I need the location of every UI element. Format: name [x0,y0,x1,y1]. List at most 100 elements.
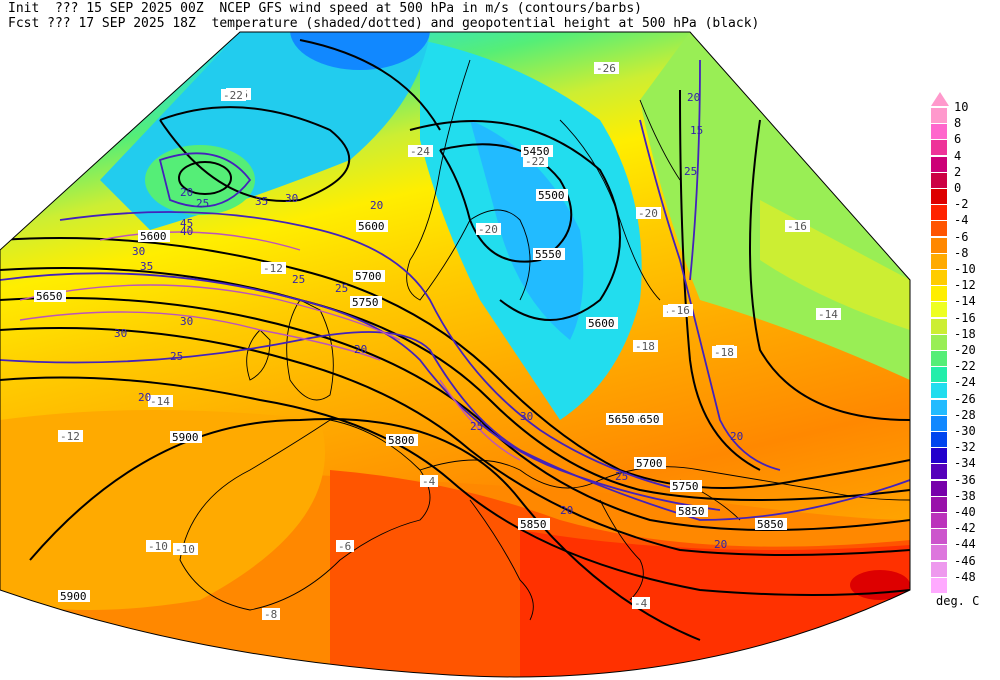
legend-swatch [931,124,947,140]
legend-label: -26 [954,391,976,406]
svg-text:-24: -24 [410,145,430,158]
svg-text:5900: 5900 [172,431,199,444]
height-label: 5900 [58,590,90,603]
legend-label: 6 [954,132,962,147]
wind-label: 25 [335,282,348,295]
svg-text:20: 20 [354,343,367,356]
temp-label: -4 [420,475,438,488]
legend-swatch [931,108,947,123]
legend-label: 10 [954,100,969,114]
wind-label: 35 [140,260,153,273]
temp-label: -16 [668,304,693,317]
header-line-1: Init ??? 15 SEP 2025 00Z NCEP GFS wind s… [8,1,642,16]
temp-zone-levant [850,570,910,600]
wind-label: 20 [370,199,383,212]
temp-label: -14 [148,395,173,408]
temp-label: -18 [633,340,658,353]
temp-label: -20 [636,207,661,220]
height-label: 5500 [536,189,568,202]
legend-swatch [931,189,947,204]
color-legend: 10 8 6 4 2 0 -2 -4 -6 -8 -10 -12 -14 -16 -18 -20 -22 -24-… [928,92,1000,614]
svg-text:30: 30 [285,192,298,205]
svg-text:5500: 5500 [538,189,565,202]
temp-label: -12 [261,262,286,275]
temp-zone-west [0,410,325,610]
svg-text:25: 25 [335,282,348,295]
legend-swatch [931,237,947,253]
legend-swatch [931,270,947,285]
svg-text:5850: 5850 [678,505,705,518]
svg-text:5650: 5650 [633,413,660,426]
legend-label: -20 [954,343,976,357]
svg-text:15: 15 [690,124,703,137]
svg-text:5700: 5700 [355,270,382,283]
wind-label: 40 [180,225,193,238]
legend-swatch [931,496,947,512]
wind-label-layer: 2025 303540453025202025303530252020253020… [114,91,743,551]
legend-label: -8 [954,245,969,260]
wind-label: 30 [180,315,193,328]
legend-swatch [931,334,947,350]
svg-text:-20: -20 [478,223,498,236]
legend-arrow [931,92,949,106]
legend-swatch [931,140,947,156]
svg-text:20: 20 [687,91,700,104]
wind-label: 30 [285,192,298,205]
svg-text:5900: 5900 [60,590,87,603]
temp-label: -22 [221,89,246,102]
temp-label: -22 [523,155,548,168]
svg-text:5600: 5600 [140,230,167,243]
height-label: 5600 [138,230,170,243]
svg-text:30: 30 [180,315,193,328]
height-label: 5700 [634,457,666,470]
legend-label: -32 [954,440,976,455]
temp-label: -14 [816,308,841,321]
svg-text:-14: -14 [818,308,838,321]
wind-contours [0,59,910,521]
temp-label: -16 [785,220,810,233]
legend-label: -6 [954,229,969,244]
legend-swatch [931,399,947,415]
temp-zone-low [145,145,255,215]
wind-label: 25 [196,197,209,210]
height-label: 5450 [521,145,553,158]
svg-text:20: 20 [560,504,573,517]
legend-swatch [931,448,947,464]
height-label: 5750 [350,296,382,309]
svg-text:25: 25 [196,197,209,210]
height-label: 5650 [606,413,638,426]
svg-text:30: 30 [114,327,127,340]
legend-units: deg. C [936,594,980,608]
init-time: Init ??? 15 SEP 2025 00Z [8,1,204,16]
svg-text:5750: 5750 [352,296,379,309]
legend-label: 4 [954,148,962,163]
svg-text:-4: -4 [634,597,648,610]
wind-label: 20 [730,430,743,443]
temp-label-layer: -26-24-22-20-18-16-16-14-12-10-8-8-6-4-4… [58,62,841,621]
svg-text:-22: -22 [223,89,243,102]
svg-text:25: 25 [470,420,483,433]
svg-text:25: 25 [615,470,628,483]
svg-text:35: 35 [255,195,268,208]
legend-label: -44 [954,537,976,552]
legend-label: -36 [954,472,976,487]
legend-label: -14 [954,294,976,309]
wind-label: 20 [138,391,151,404]
legend-label: -40 [954,505,976,519]
svg-text:-12: -12 [60,430,80,443]
legend-swatch [931,156,947,172]
wind-label: 35 [255,195,268,208]
height-label: 5700 [353,270,385,283]
temp-label: -20 [476,223,501,236]
height-label: 5750 [670,480,702,493]
svg-text:-26: -26 [596,62,616,75]
legend-label: -22 [954,359,976,374]
svg-text:5600: 5600 [588,317,615,330]
height-label: 5900 [170,431,202,444]
svg-text:-10: -10 [175,543,195,556]
map-title: NCEP GFS wind speed at 500 hPa in m/s (c… [219,1,642,16]
map-subtitle: temperature (shaded/dotted) and geopoten… [211,16,760,31]
svg-text:20: 20 [138,391,151,404]
legend-swatch [931,205,947,221]
